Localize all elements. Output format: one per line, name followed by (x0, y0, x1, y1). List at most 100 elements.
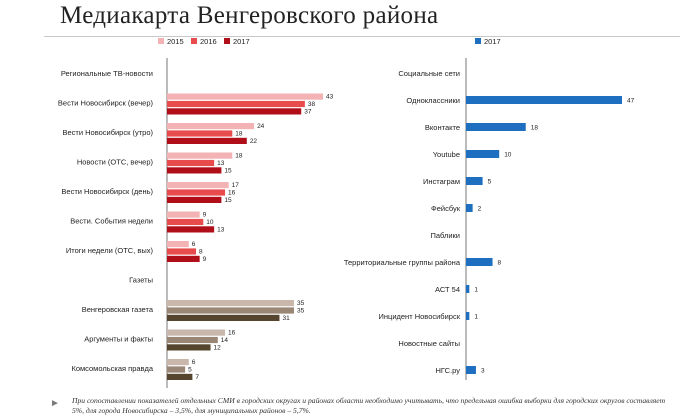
left-bar-2015 (167, 300, 294, 307)
left-bar-2015 (167, 359, 189, 366)
left-bar-value: 9 (203, 256, 207, 263)
right-bar-value: 10 (504, 152, 512, 159)
page-title: Медиакарта Венгеровского района (60, 2, 439, 29)
right-bar-2017 (466, 123, 526, 131)
right-bar-value: 47 (627, 98, 635, 105)
right-bar-value: 1 (474, 314, 478, 321)
legend-label-right-2017: 2017 (484, 37, 501, 46)
right-bar-value: 8 (498, 260, 502, 267)
left-category-label: Региональные ТВ-новости (61, 69, 153, 78)
left-category-label: Вести Новосибирск (вечер) (58, 99, 154, 108)
left-bar-value: 10 (206, 219, 214, 226)
right-category-label: Фейсбук (431, 204, 461, 213)
left-bar-value: 35 (297, 300, 305, 307)
legend-swatch-2016 (191, 38, 197, 44)
legend-label-2017: 2017 (233, 37, 250, 46)
left-bar-2017 (167, 314, 280, 321)
right-bar-value: 5 (488, 179, 492, 186)
left-bar-2016 (167, 336, 218, 344)
left-bar-value: 18 (235, 131, 243, 138)
left-category-label: Газеты (129, 276, 153, 285)
title-divider (44, 36, 680, 37)
left-bar-2015 (167, 93, 323, 100)
right-bar-2017 (466, 312, 470, 320)
left-category-label: Венгеровская газета (82, 305, 154, 314)
footnote: При сопоставлении показателей отдельных … (72, 396, 666, 415)
left-bar-value: 38 (308, 101, 316, 108)
left-bar-2015 (167, 211, 200, 218)
right-category-label: АСТ 54 (435, 285, 460, 294)
left-bar-2016 (167, 130, 233, 137)
left-bar-value: 8 (199, 249, 203, 256)
left-bar-value: 22 (250, 138, 258, 145)
left-bar-value: 15 (224, 168, 232, 175)
left-bar-2017 (167, 137, 247, 144)
legend-label-2016: 2016 (200, 37, 217, 46)
left-legend: 2015 2016 2017 (158, 37, 250, 46)
left-bar-value: 5 (188, 367, 192, 374)
right-chart: Социальные сети Одноклассники 47 Вконтакте 1… (344, 69, 635, 375)
right-legend: 2017 (475, 37, 501, 46)
left-bar-2017 (167, 196, 222, 203)
left-category-label: Аргументы и факты (84, 335, 153, 344)
left-bar-value: 17 (232, 182, 240, 189)
left-bar-value: 13 (217, 227, 225, 234)
left-bar-2016 (167, 366, 186, 373)
left-bar-2017 (167, 167, 222, 174)
left-bar-value: 16 (228, 330, 236, 337)
footnote-arrow-icon: ► (50, 398, 60, 409)
left-bar-2017 (167, 108, 302, 115)
left-bar-2016 (167, 307, 294, 314)
left-bar-2016 (167, 189, 226, 196)
legend-swatch-2015 (158, 38, 164, 44)
left-category-label: Вести. События недели (70, 217, 153, 226)
right-bar-value: 2 (478, 206, 482, 213)
left-bar-2016 (167, 218, 204, 226)
right-category-label: Инцидент Новосибирск (378, 312, 460, 321)
left-bar-value: 7 (195, 374, 199, 381)
left-bar-value: 24 (257, 123, 265, 130)
right-bar-2017 (466, 204, 473, 212)
left-bar-2015 (167, 182, 229, 189)
legend-label-2015: 2015 (167, 37, 184, 46)
right-category-label: Паблики (430, 231, 460, 240)
right-category-label: НГС.ру (436, 366, 461, 375)
right-bar-value: 1 (474, 287, 478, 294)
right-bar-2017 (466, 285, 470, 293)
right-bar-2017 (466, 366, 476, 374)
left-bar-2017 (167, 255, 200, 262)
right-category-label: Youtube (433, 150, 460, 159)
left-category-label: Новости (ОТС, вечер) (77, 158, 154, 167)
right-category-label: Социальные сети (398, 69, 460, 78)
right-bar-2017 (466, 177, 483, 185)
right-category-label: Одноклассники (406, 96, 460, 105)
left-bar-2017 (167, 373, 193, 380)
legend-swatch-2017 (224, 38, 230, 44)
left-bar-value: 6 (192, 241, 196, 248)
left-bar-value: 9 (203, 212, 207, 219)
left-category-label: Вести Новосибирск (утро) (62, 128, 153, 137)
right-category-label: Территориальные группы района (344, 258, 461, 267)
left-bar-2015 (167, 241, 189, 248)
left-bar-value: 12 (214, 345, 222, 352)
left-bar-value: 15 (224, 197, 232, 204)
left-bar-2015 (167, 329, 226, 336)
left-bar-value: 6 (192, 359, 196, 366)
left-bar-2017 (167, 226, 215, 233)
left-bar-value: 13 (217, 160, 225, 167)
right-bar-2017 (466, 150, 500, 158)
right-category-label: Инстаграм (423, 177, 460, 186)
left-bar-2016 (167, 248, 197, 255)
left-bar-value: 37 (304, 109, 312, 116)
left-category-label: Вести Новосибирск (день) (61, 187, 153, 196)
left-bar-2015 (167, 152, 233, 159)
left-bar-value: 43 (326, 94, 334, 101)
left-bar-value: 35 (297, 308, 305, 315)
right-category-label: Вконтакте (425, 123, 460, 132)
legend-swatch-right-2017 (475, 38, 481, 44)
left-category-label: Комсомольская правда (71, 364, 153, 373)
left-bar-value: 31 (282, 315, 290, 322)
right-bar-value: 3 (481, 368, 485, 375)
left-bar-2016 (167, 159, 215, 167)
